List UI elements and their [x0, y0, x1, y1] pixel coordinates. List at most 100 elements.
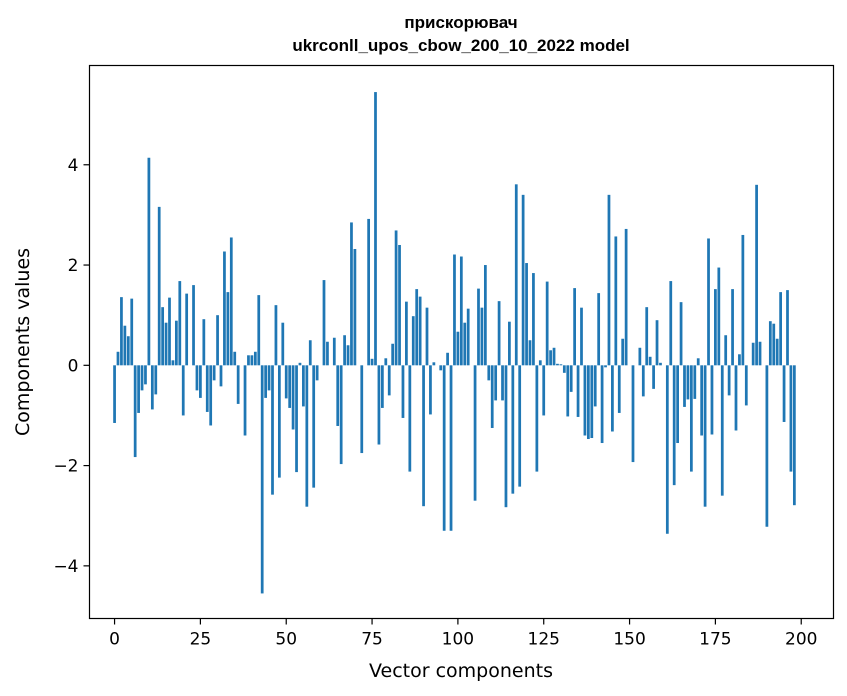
bar	[786, 290, 789, 366]
bar	[696, 358, 700, 366]
bar	[641, 365, 645, 397]
bar	[133, 365, 137, 458]
bar	[147, 157, 151, 366]
bar	[425, 307, 429, 366]
bar	[405, 301, 408, 366]
bar	[707, 238, 710, 366]
bar	[315, 365, 319, 381]
bar	[456, 331, 460, 366]
bar	[789, 365, 793, 472]
x-tick-label: 100	[442, 630, 474, 650]
bar	[693, 365, 697, 399]
bar	[305, 365, 309, 507]
bar	[497, 301, 501, 366]
y-tick-label: −2	[53, 457, 78, 477]
bar	[590, 365, 594, 439]
bar	[511, 365, 515, 494]
bar	[247, 355, 250, 366]
bar	[586, 365, 590, 440]
bar	[689, 365, 693, 472]
bar	[432, 362, 436, 366]
x-tick-label: 175	[699, 630, 731, 650]
bar	[782, 365, 786, 422]
bar	[545, 281, 549, 366]
bar	[137, 365, 140, 413]
bar	[731, 289, 734, 366]
bar	[775, 338, 779, 366]
bars-group	[113, 92, 796, 594]
bar	[178, 281, 182, 366]
bar	[174, 320, 178, 366]
bar	[528, 340, 532, 366]
bar	[336, 365, 340, 426]
bar	[487, 365, 491, 381]
bar	[755, 184, 758, 366]
x-axis-label: Vector components	[369, 660, 553, 682]
bar	[556, 363, 559, 366]
y-tick-label: 4	[68, 156, 79, 176]
bar	[765, 365, 769, 527]
bar	[346, 345, 350, 366]
bar	[714, 289, 717, 366]
bar	[422, 365, 425, 507]
bar	[559, 364, 563, 366]
bar	[683, 365, 686, 407]
bar	[724, 335, 728, 366]
bar	[312, 365, 316, 488]
bar	[205, 365, 209, 412]
bar	[353, 249, 357, 366]
x-axis-ticks: 0 25 50 75 100 125 150 175 200	[109, 618, 817, 650]
bar	[569, 365, 573, 392]
bar	[453, 254, 456, 366]
bar	[703, 365, 707, 507]
bar	[380, 365, 384, 408]
bar	[123, 325, 127, 366]
bar	[665, 365, 669, 534]
bar	[401, 365, 405, 418]
bar	[617, 365, 621, 413]
bar	[744, 365, 748, 406]
bar	[521, 194, 525, 366]
bar	[226, 292, 230, 366]
bar	[772, 323, 776, 366]
x-tick-label: 50	[275, 630, 297, 650]
bar	[738, 354, 741, 366]
bar	[686, 365, 690, 400]
bar	[308, 340, 312, 366]
bar	[212, 365, 216, 381]
bar	[370, 358, 374, 366]
bar	[449, 365, 453, 531]
bar	[504, 365, 508, 508]
bar	[350, 222, 353, 366]
x-tick-label: 125	[528, 630, 560, 650]
bar	[233, 351, 237, 366]
bar	[391, 343, 395, 366]
bar	[631, 365, 635, 463]
y-tick-label: −4	[53, 557, 78, 577]
bar	[768, 321, 772, 366]
bar	[473, 365, 477, 501]
bar	[758, 341, 762, 366]
bar	[243, 365, 247, 436]
bar	[573, 288, 576, 366]
bar	[552, 347, 556, 366]
bar	[576, 365, 580, 417]
chart-subtitle: ukrconll_upos_cbow_200_10_2022 model	[292, 36, 629, 55]
bar	[604, 365, 607, 368]
bar	[734, 365, 738, 431]
bar	[387, 365, 391, 396]
bar	[779, 292, 782, 366]
bar	[597, 293, 601, 366]
bar	[741, 234, 745, 366]
bar	[274, 305, 278, 366]
bar	[281, 322, 285, 366]
bar	[343, 335, 346, 366]
bar	[140, 365, 144, 391]
bar	[150, 365, 154, 410]
bar	[216, 315, 219, 366]
bar	[501, 365, 504, 401]
bar	[360, 365, 364, 454]
bar	[298, 362, 302, 366]
bar	[483, 265, 487, 366]
